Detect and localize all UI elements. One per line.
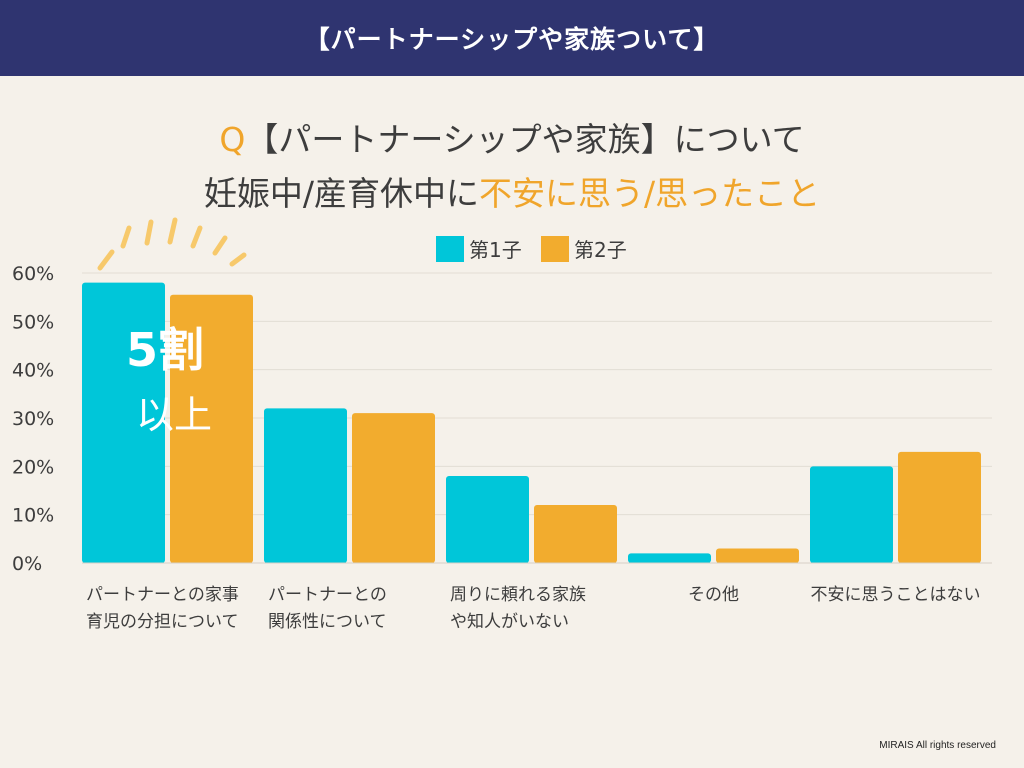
question-prefix: Q xyxy=(219,120,246,159)
annotation-sub: 以上 xyxy=(136,393,212,437)
category-label: パートナーとの家事 xyxy=(86,585,239,605)
burst-line xyxy=(229,252,247,267)
burst-line xyxy=(144,219,154,246)
question-text-2: 妊娠中/産育休中に xyxy=(203,174,479,213)
question-highlight: 不安に思う/思ったこと xyxy=(479,174,821,213)
category-label: 関係性について xyxy=(268,612,387,632)
bar-second-child xyxy=(352,413,435,563)
burst-line xyxy=(120,225,132,249)
y-tick-label: 20% xyxy=(12,456,54,478)
legend-swatch-first-child xyxy=(436,236,464,262)
legend-label: 第2子 xyxy=(574,238,627,262)
burst-line xyxy=(167,217,178,245)
y-tick-label: 10% xyxy=(12,505,54,527)
burst-line xyxy=(212,235,228,256)
y-tick-label: 40% xyxy=(12,360,54,382)
bar-first-child xyxy=(446,476,529,563)
question-line-1: Q【パートナーシップや家族】について xyxy=(0,113,1024,161)
question-text-1: 【パートナーシップや家族】について xyxy=(245,120,805,159)
category-label: パートナーとの xyxy=(268,585,387,605)
annotation-main: 5割 xyxy=(126,323,204,377)
y-tick-label: 50% xyxy=(12,311,54,333)
category-label: 不安に思うことはない xyxy=(811,585,981,605)
header-title: 【パートナーシップや家族ついて】 xyxy=(304,25,720,54)
category-label: 育児の分担について xyxy=(86,612,239,632)
y-tick-label: 30% xyxy=(12,408,54,430)
burst-line xyxy=(190,225,203,249)
bar-first-child xyxy=(82,282,165,563)
y-tick-label: 0% xyxy=(12,553,42,575)
bar-second-child xyxy=(170,294,253,563)
bar-second-child xyxy=(534,505,617,563)
category-label: その他 xyxy=(688,585,739,605)
category-label: や知人がいない xyxy=(450,612,569,632)
header-banner: 【パートナーシップや家族ついて】 xyxy=(0,0,1024,76)
burst-line xyxy=(97,249,115,271)
question-line-2: 妊娠中/産育休中に不安に思う/思ったこと xyxy=(0,167,1024,215)
bar-second-child xyxy=(898,451,981,563)
bar-second-child xyxy=(716,548,799,563)
category-label: 周りに頼れる家族 xyxy=(450,585,586,605)
bar-first-child xyxy=(264,408,347,563)
bar-first-child xyxy=(810,466,893,563)
bar-first-child xyxy=(628,553,711,563)
legend-label: 第1子 xyxy=(469,238,522,262)
y-tick-label: 60% xyxy=(12,263,54,285)
legend-swatch-second-child xyxy=(541,236,569,262)
copyright-credit: MIRAIS All rights reserved xyxy=(879,740,996,751)
